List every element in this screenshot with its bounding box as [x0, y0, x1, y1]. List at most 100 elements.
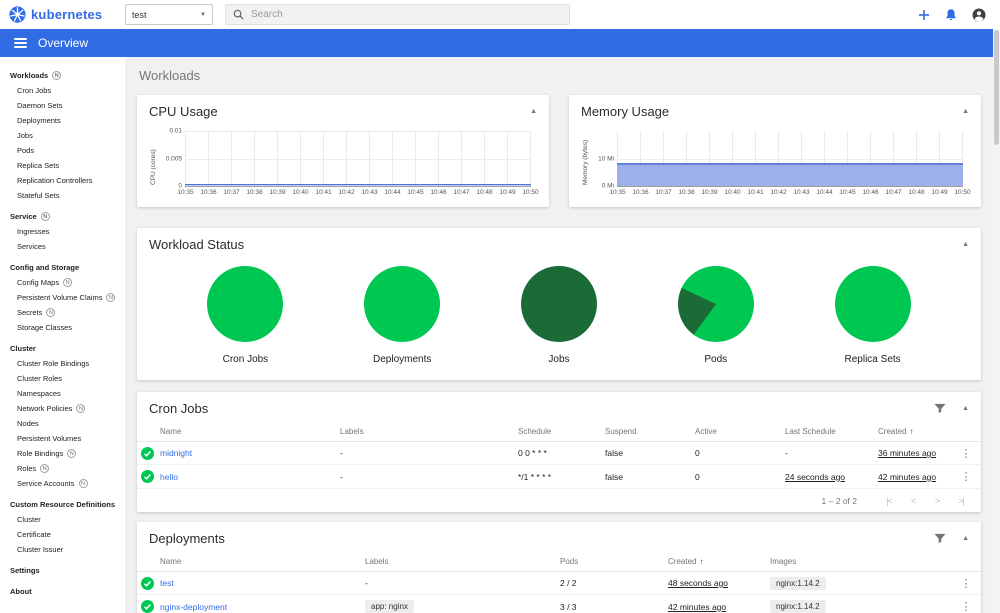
- filter-icon[interactable]: [934, 403, 946, 414]
- status-ok-icon: [137, 576, 160, 590]
- sidebar-item[interactable]: Service N: [0, 209, 125, 224]
- sidebar-item[interactable]: Settings: [0, 563, 125, 578]
- y-axis-label: CPU (cores): [150, 149, 157, 185]
- created-cell[interactable]: 42 minutes ago: [668, 601, 727, 612]
- sidebar-item[interactable]: Replica Sets: [0, 158, 125, 173]
- resource-name-link[interactable]: nginx-deployment: [160, 601, 228, 612]
- scrollbar[interactable]: [993, 29, 1000, 613]
- x-tick-label: 10:47: [453, 189, 470, 196]
- x-tick-label: 10:49: [499, 189, 516, 196]
- sidebar-item[interactable]: Cluster: [0, 512, 125, 527]
- x-tick-label: 10:37: [655, 189, 672, 196]
- sidebar-item[interactable]: Replication Controllers: [0, 173, 125, 188]
- created-cell[interactable]: 42 minutes ago: [878, 471, 937, 482]
- row-menu-icon[interactable]: ⋮: [960, 471, 972, 483]
- collapse-icon[interactable]: ▲: [962, 405, 969, 412]
- sidebar-item[interactable]: Deployments: [0, 113, 125, 128]
- collapse-icon[interactable]: ▲: [962, 108, 969, 115]
- sidebar-item-label: Persistent Volumes: [17, 434, 82, 443]
- table-header: Name Labels Pods Created ↑ Images: [137, 552, 981, 572]
- sidebar-item-label: Pods: [17, 146, 35, 155]
- collapse-icon[interactable]: ▲: [962, 241, 969, 248]
- sidebar-item[interactable]: Nodes: [0, 416, 125, 431]
- sidebar-item[interactable]: Services: [0, 239, 125, 254]
- sidebar: Workloads N Cron Jobs Daemon Sets Deploy…: [0, 57, 125, 613]
- memory-usage-chart: Memory (bytes) 10 Mi 0 Mi 10:35 10:: [579, 127, 971, 201]
- sidebar-item[interactable]: Pods: [0, 143, 125, 158]
- x-gridline: 10:46: [430, 131, 447, 196]
- labels-cell: app: nginx: [365, 600, 560, 613]
- row-menu-icon[interactable]: ⋮: [960, 601, 972, 613]
- x-tick-label: 10:41: [747, 189, 764, 196]
- x-gridline: 10:39: [701, 131, 718, 196]
- resource-name-link[interactable]: test: [160, 578, 174, 588]
- x-gridline: 10:50: [522, 131, 539, 196]
- sidebar-item[interactable]: Cluster: [0, 341, 125, 356]
- sidebar-item[interactable]: About: [0, 584, 125, 599]
- sidebar-item[interactable]: Daemon Sets: [0, 98, 125, 113]
- sidebar-item[interactable]: Secrets N: [0, 305, 125, 320]
- sidebar-item[interactable]: Stateful Sets: [0, 188, 125, 203]
- sidebar-item[interactable]: Service Accounts N: [0, 476, 125, 491]
- sidebar-item[interactable]: Network Policies N: [0, 401, 125, 416]
- sidebar-item[interactable]: Workloads N: [0, 68, 125, 83]
- sidebar-item[interactable]: Config and Storage: [0, 260, 125, 275]
- sidebar-item[interactable]: Namespaces: [0, 386, 125, 401]
- next-page-button[interactable]: >: [934, 495, 940, 506]
- sidebar-item[interactable]: Role Bindings N: [0, 446, 125, 461]
- workload-status-pie: Cron Jobs: [167, 266, 324, 365]
- y-axis-label: Memory (bytes): [582, 139, 589, 185]
- first-page-button[interactable]: |<: [886, 495, 893, 506]
- collapse-icon[interactable]: ▲: [530, 108, 537, 115]
- namespace-select[interactable]: test ▼: [125, 4, 213, 25]
- sidebar-item[interactable]: Custom Resource Definitions: [0, 497, 125, 512]
- sidebar-item[interactable]: Cluster Roles: [0, 371, 125, 386]
- sidebar-item-label: Service Accounts: [17, 479, 75, 488]
- sidebar-item[interactable]: Cluster Role Bindings: [0, 356, 125, 371]
- schedule-cell: */1 * * * *: [518, 471, 552, 482]
- last-schedule-cell: 24 seconds ago: [785, 471, 846, 482]
- y-tick-label: 10 Mi: [598, 155, 614, 162]
- sidebar-item[interactable]: Ingresses: [0, 224, 125, 239]
- filter-icon[interactable]: [934, 533, 946, 544]
- collapse-icon[interactable]: ▲: [962, 535, 969, 542]
- x-gridline: 10:37: [655, 131, 672, 196]
- active-cell: 0: [695, 471, 700, 482]
- add-resource-button[interactable]: [918, 9, 930, 21]
- sidebar-item[interactable]: Persistent Volume Claims N: [0, 290, 125, 305]
- sidebar-item[interactable]: Persistent Volumes: [0, 431, 125, 446]
- namespaced-badge: N: [40, 212, 50, 221]
- x-tick-label: 10:40: [724, 189, 741, 196]
- sidebar-item[interactable]: Cluster Issuer: [0, 542, 125, 557]
- created-cell[interactable]: 48 seconds ago: [668, 578, 729, 588]
- sidebar-item[interactable]: Certificate: [0, 527, 125, 542]
- resource-name-link[interactable]: midnight: [160, 448, 193, 458]
- last-page-button[interactable]: >|: [958, 495, 965, 506]
- namespaced-badge: N: [63, 278, 73, 287]
- menu-icon[interactable]: [14, 38, 27, 48]
- sidebar-item[interactable]: Storage Classes: [0, 320, 125, 335]
- scrollbar-thumb[interactable]: [994, 30, 999, 145]
- account-button[interactable]: [972, 8, 986, 22]
- x-tick-label: 10:42: [338, 189, 355, 196]
- table-row: midnight - 0 0 * * * false 0 - 36 minute…: [137, 442, 981, 465]
- search-input[interactable]: [251, 9, 562, 20]
- x-tick-label: 10:46: [862, 189, 879, 196]
- sidebar-item[interactable]: Config Maps N: [0, 275, 125, 290]
- resource-name-link[interactable]: hello: [160, 471, 178, 482]
- search-icon: [233, 9, 244, 20]
- sidebar-item[interactable]: Roles N: [0, 461, 125, 476]
- kubernetes-logo[interactable]: kubernetes: [9, 0, 102, 29]
- sort-ascending-icon[interactable]: ↑: [909, 427, 914, 436]
- sidebar-item[interactable]: Cron Jobs: [0, 83, 125, 98]
- sort-ascending-icon[interactable]: ↑: [699, 557, 704, 566]
- sidebar-item[interactable]: Jobs: [0, 128, 125, 143]
- notifications-button[interactable]: [945, 8, 957, 21]
- prev-page-button[interactable]: <: [910, 495, 916, 506]
- row-menu-icon[interactable]: ⋮: [960, 577, 972, 590]
- created-cell[interactable]: 36 minutes ago: [878, 448, 937, 458]
- row-menu-icon[interactable]: ⋮: [960, 447, 972, 460]
- x-tick-label: 10:40: [292, 189, 309, 196]
- x-tick-label: 10:50: [954, 189, 971, 196]
- x-gridline: 10:47: [885, 131, 902, 196]
